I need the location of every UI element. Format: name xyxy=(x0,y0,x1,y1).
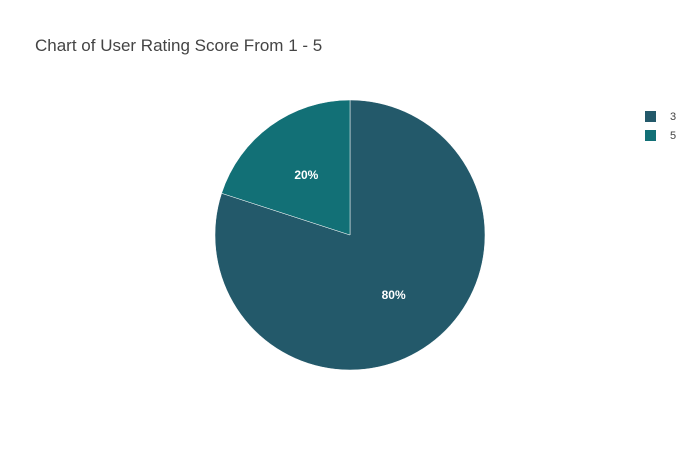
chart-title: Chart of User Rating Score From 1 - 5 xyxy=(35,36,323,55)
legend-item-5[interactable]: 5 xyxy=(645,126,676,145)
pie-slice-5[interactable] xyxy=(221,99,351,236)
legend[interactable]: 3 5 xyxy=(645,107,676,145)
legend-label-5: 5 xyxy=(670,129,677,142)
legend-swatch-3 xyxy=(645,111,656,122)
slice-label-3: 80% xyxy=(382,288,406,302)
legend-item-3[interactable]: 3 xyxy=(645,107,676,126)
legend-swatch-5 xyxy=(645,130,656,141)
slice-label-5: 20% xyxy=(294,168,318,182)
legend-label-3: 3 xyxy=(670,110,677,123)
